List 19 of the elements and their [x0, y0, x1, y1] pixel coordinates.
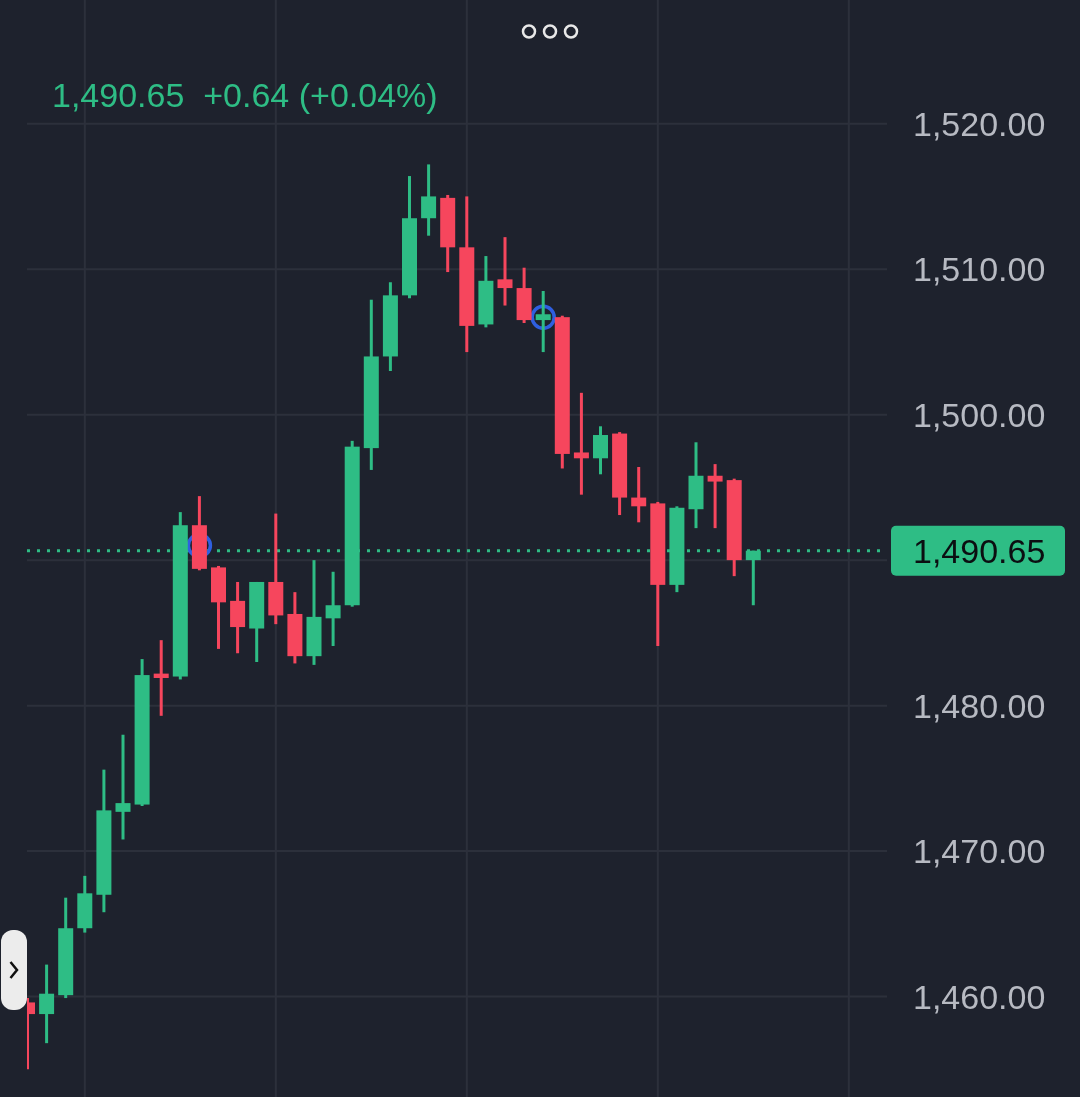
candlestick — [707, 464, 723, 530]
candlestick — [325, 570, 341, 646]
ref-line-label: 1,490.65 — [913, 531, 1046, 570]
candlestick — [535, 290, 551, 354]
y-tick-label: 1,480.00 — [913, 686, 1046, 725]
candlestick — [421, 164, 437, 236]
candlestick — [497, 237, 513, 306]
candlestick — [593, 426, 608, 475]
y-tick-label: 1,510.00 — [913, 250, 1046, 289]
candlestick — [39, 964, 55, 1045]
y-tick-label: 1,460.00 — [913, 977, 1046, 1016]
y-tick-label: 1,470.00 — [913, 832, 1046, 871]
y-tick-label: 1,520.00 — [913, 104, 1046, 143]
y-tick-label: 1,500.00 — [913, 395, 1046, 434]
text: 1,490.65 +0.64 (+0.04%) — [52, 76, 438, 114]
candlestick — [115, 734, 131, 840]
candlestick — [153, 640, 169, 716]
candlestick — [573, 391, 589, 495]
candlestick — [631, 467, 647, 523]
